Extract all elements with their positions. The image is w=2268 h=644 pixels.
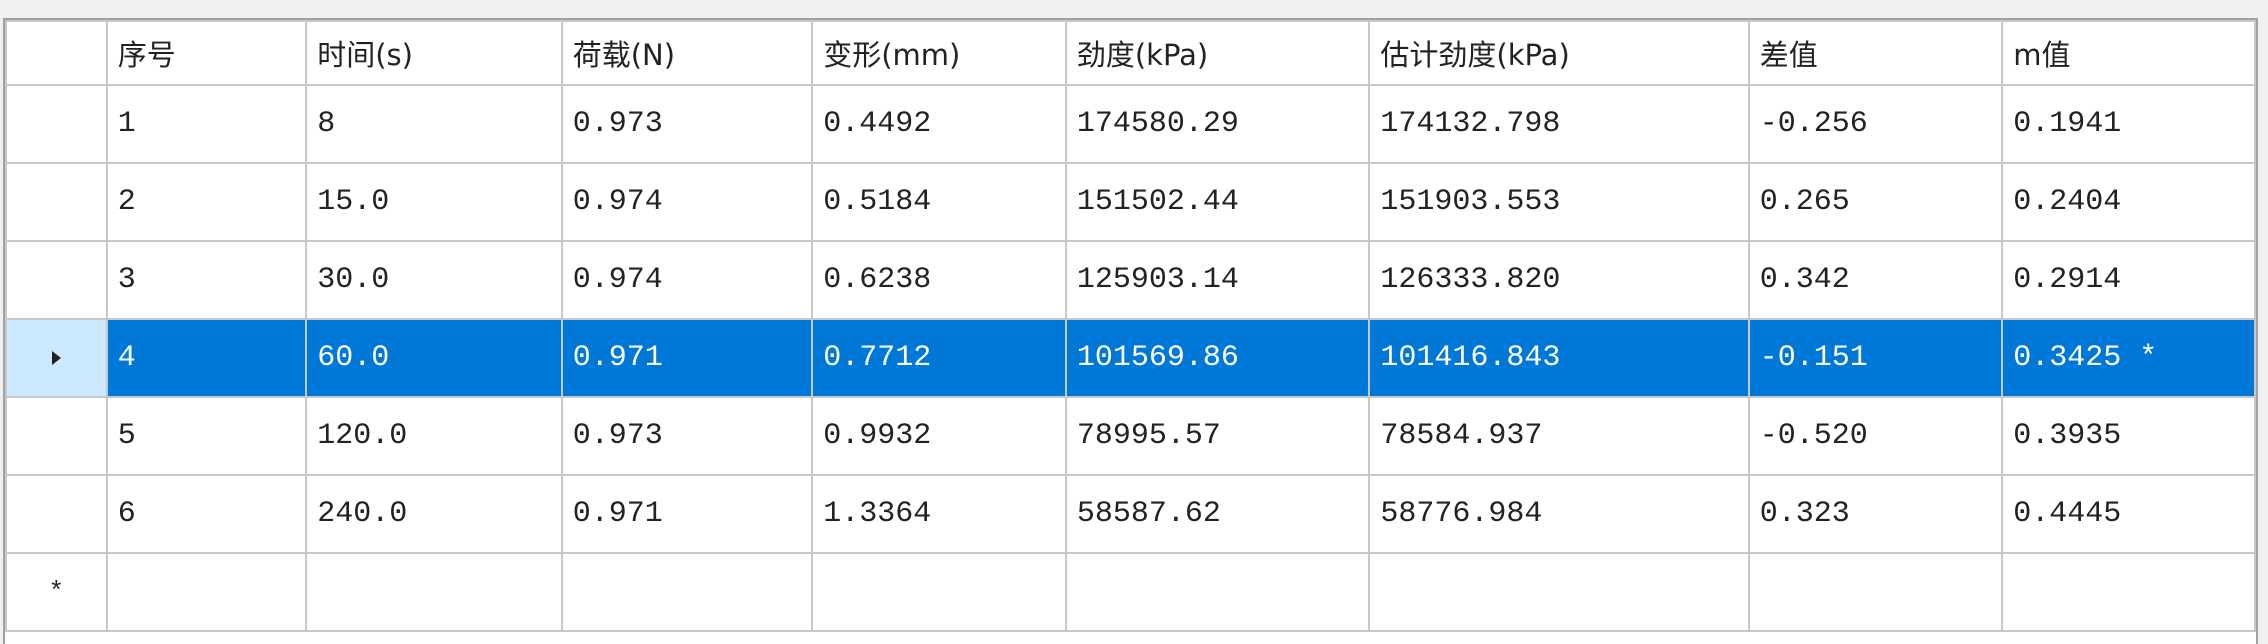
column-header-2[interactable]: 荷载(N) [560,20,814,86]
table-cell[interactable]: 1.3364 [811,474,1067,554]
table-cell[interactable]: -0.151 [1747,318,2004,398]
data-table: 序号 时间(s) 荷载(N) 变形(mm) 劲度(kPa) 估计劲度(kPa) 差值 m值 1… [5,20,2256,632]
table-cell[interactable]: 151502.44 [1064,162,1371,242]
triangle-right-icon [51,351,61,365]
table-cell[interactable] [811,552,1067,632]
table-cell[interactable]: 5 [105,396,308,476]
table-row[interactable]: 2 15.0 0.974 0.5184 151502.44 151903.553 0.265… [5,162,2256,242]
column-header-5[interactable]: 估计劲度(kPa) [1368,20,1750,86]
table-row[interactable]: 3 30.0 0.974 0.6238 125903.14 126333.820 0.342… [5,240,2256,320]
column-header-4[interactable]: 劲度(kPa) [1064,20,1371,86]
row-header[interactable] [5,162,108,242]
table-cell[interactable]: 101416.843 [1368,318,1750,398]
table-cell[interactable] [560,552,814,632]
table-cell[interactable]: 126333.820 [1368,240,1750,320]
new-row-icon: * [48,577,65,607]
table-cell[interactable]: 0.4445 [2001,474,2256,554]
table-cell[interactable]: 0.9932 [811,396,1067,476]
row-header[interactable] [5,84,108,164]
row-header[interactable] [5,474,108,554]
table-cell[interactable]: 151903.553 [1368,162,1750,242]
table-cell[interactable]: 0.265 [1747,162,2004,242]
table-cell[interactable]: 240.0 [305,474,563,554]
table-cell[interactable] [105,552,308,632]
table-row[interactable]: 6 240.0 0.971 1.3364 58587.62 58776.984 0.323 0… [5,474,2256,554]
table-cell[interactable] [1747,552,2004,632]
table-cell[interactable]: 0.2914 [2001,240,2256,320]
row-header[interactable] [5,240,108,320]
row-header[interactable] [5,396,108,476]
table-cell[interactable]: 30.0 [305,240,563,320]
table-cell[interactable]: 1 [105,84,308,164]
table-row[interactable]: 1 8 0.973 0.4492 174580.29 174132.798 -0.256 0.… [5,84,2256,164]
table-cell[interactable]: 0.973 [560,84,814,164]
table-cell[interactable]: 0.971 [560,318,814,398]
column-header-1[interactable]: 时间(s) [305,20,563,86]
table-cell[interactable]: 8 [305,84,563,164]
table-cell[interactable]: 0.971 [560,474,814,554]
table-cell[interactable]: 0.2404 [2001,162,2256,242]
table-cell[interactable]: 78584.937 [1368,396,1750,476]
column-header-0[interactable]: 序号 [105,20,308,86]
table-cell[interactable]: 125903.14 [1064,240,1371,320]
table-cell[interactable]: -0.520 [1747,396,2004,476]
table-cell[interactable]: 0.3425 * [2001,318,2256,398]
table-cell[interactable]: 0.323 [1747,474,2004,554]
table-cell[interactable]: 0.973 [560,396,814,476]
table-cell[interactable]: 0.1941 [2001,84,2256,164]
table-cell[interactable]: 0.6238 [811,240,1067,320]
table-cell[interactable] [1368,552,1750,632]
column-header-3[interactable]: 变形(mm) [811,20,1067,86]
table-cell[interactable]: 0.5184 [811,162,1067,242]
table-cell[interactable]: 58776.984 [1368,474,1750,554]
row-header[interactable] [5,318,108,398]
table-cell[interactable]: -0.256 [1747,84,2004,164]
table-cell[interactable]: 78995.57 [1064,396,1371,476]
column-header-7[interactable]: m值 [2001,20,2256,86]
table-row[interactable]: 4 60.0 0.971 0.7712 101569.86 101416.843 -0.15… [5,318,2256,398]
table-row[interactable]: 5 120.0 0.973 0.9932 78995.57 78584.937 -0.520… [5,396,2256,476]
header-row: 序号 时间(s) 荷载(N) 变形(mm) 劲度(kPa) 估计劲度(kPa) 差值 m值 [5,20,2256,86]
table-cell[interactable]: 6 [105,474,308,554]
table-cell[interactable]: 0.4492 [811,84,1067,164]
table-cell[interactable]: 0.342 [1747,240,2004,320]
table-cell[interactable]: 0.7712 [811,318,1067,398]
table-cell[interactable]: 101569.86 [1064,318,1371,398]
row-header[interactable]: * [5,552,108,632]
table-cell[interactable]: 4 [105,318,308,398]
data-grid[interactable]: 序号 时间(s) 荷载(N) 变形(mm) 劲度(kPa) 估计劲度(kPa) 差值 m值 1… [3,18,2258,644]
table-cell[interactable] [2001,552,2256,632]
table-cell[interactable]: 0.3935 [2001,396,2256,476]
new-row[interactable]: * [5,552,2256,632]
corner-header[interactable] [5,20,108,86]
table-cell[interactable] [1064,552,1371,632]
column-header-6[interactable]: 差值 [1747,20,2004,86]
table-cell[interactable]: 60.0 [305,318,563,398]
table-cell[interactable]: 174132.798 [1368,84,1750,164]
table-cell[interactable]: 0.974 [560,162,814,242]
table-cell[interactable]: 3 [105,240,308,320]
table-cell[interactable]: 174580.29 [1064,84,1371,164]
table-cell[interactable]: 58587.62 [1064,474,1371,554]
table-cell[interactable]: 15.0 [305,162,563,242]
table-cell[interactable]: 2 [105,162,308,242]
table-cell[interactable] [305,552,563,632]
table-cell[interactable]: 0.974 [560,240,814,320]
table-cell[interactable]: 120.0 [305,396,563,476]
